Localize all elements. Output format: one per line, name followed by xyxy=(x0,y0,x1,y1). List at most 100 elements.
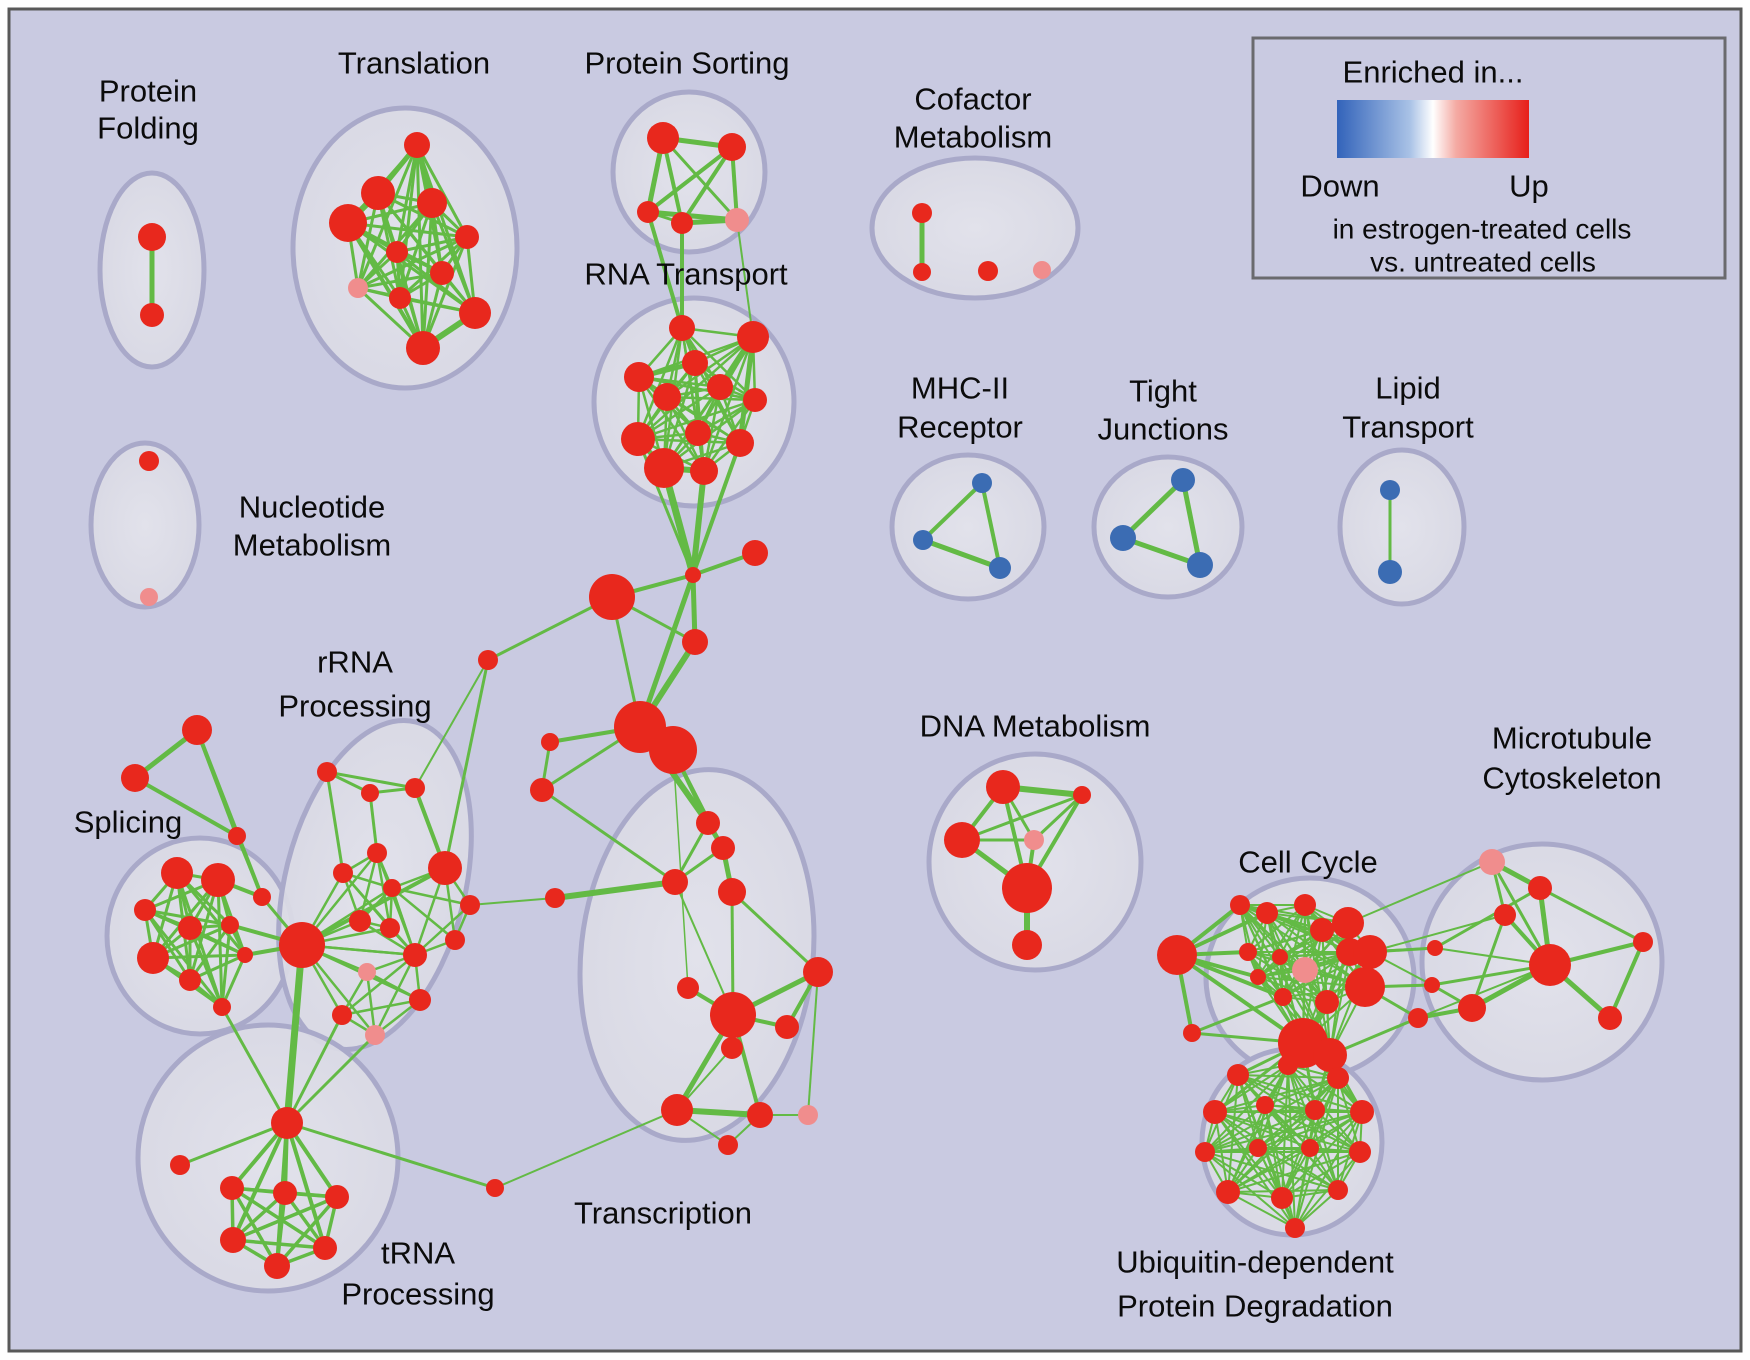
edge[interactable] xyxy=(326,770,416,790)
gene-set-node[interactable] xyxy=(1292,957,1318,983)
gene-set-node[interactable] xyxy=(1272,949,1288,965)
edge[interactable] xyxy=(921,481,984,542)
gene-set-node[interactable] xyxy=(798,1105,818,1125)
edge[interactable] xyxy=(1204,1104,1266,1153)
gene-set-node[interactable] xyxy=(685,420,711,446)
gene-set-node[interactable] xyxy=(313,1236,337,1260)
gene-set-node[interactable] xyxy=(530,778,554,802)
gene-set-node[interactable] xyxy=(271,1107,303,1139)
edge[interactable] xyxy=(1191,995,1284,1035)
gene-set-node[interactable] xyxy=(1479,849,1505,875)
gene-set-node[interactable] xyxy=(329,204,367,242)
edge[interactable] xyxy=(1257,1109,1316,1149)
gene-set-node[interactable] xyxy=(1328,1180,1348,1200)
edge[interactable] xyxy=(807,971,819,1116)
edge[interactable] xyxy=(1417,964,1551,1019)
edge[interactable] xyxy=(365,971,377,1036)
gene-set-node[interactable] xyxy=(361,176,395,210)
gene-set-node[interactable] xyxy=(460,895,480,915)
edge[interactable] xyxy=(1204,1111,1363,1153)
gene-set-node[interactable] xyxy=(459,297,491,329)
gene-set-node[interactable] xyxy=(273,1181,297,1205)
gene-set-node[interactable] xyxy=(1249,1139,1267,1157)
gene-set-node[interactable] xyxy=(545,888,565,908)
edge[interactable] xyxy=(691,442,742,576)
edge[interactable] xyxy=(1032,793,1084,842)
gene-set-node[interactable] xyxy=(1315,990,1339,1014)
edge[interactable] xyxy=(661,136,739,222)
gene-set-node[interactable] xyxy=(1528,876,1552,900)
edge[interactable] xyxy=(1227,1147,1311,1193)
gene-set-node[interactable] xyxy=(972,473,992,493)
edge[interactable] xyxy=(443,659,490,869)
gene-set-node[interactable] xyxy=(637,201,659,223)
gene-set-node[interactable] xyxy=(358,963,376,981)
edge[interactable] xyxy=(357,271,443,290)
edge[interactable] xyxy=(368,792,379,854)
edge[interactable] xyxy=(1227,1191,1296,1229)
gene-set-node[interactable] xyxy=(912,203,932,223)
edge[interactable] xyxy=(1204,1109,1316,1153)
edge[interactable] xyxy=(1239,904,1259,978)
edge[interactable] xyxy=(325,771,345,874)
gene-set-node[interactable] xyxy=(1187,552,1213,578)
gene-set-node[interactable] xyxy=(644,448,684,488)
edge[interactable] xyxy=(541,788,676,884)
gene-set-node[interactable] xyxy=(989,557,1011,579)
gene-set-node[interactable] xyxy=(1327,1067,1349,1089)
gene-set-node[interactable] xyxy=(201,863,235,897)
edge[interactable] xyxy=(414,659,489,789)
gene-set-node[interactable] xyxy=(978,261,998,281)
gene-set-node[interactable] xyxy=(661,1094,693,1126)
gene-set-node[interactable] xyxy=(1301,1139,1319,1157)
gene-set-node[interactable] xyxy=(1598,1006,1622,1030)
edge[interactable] xyxy=(494,1109,678,1189)
edge[interactable] xyxy=(356,144,419,289)
gene-set-node[interactable] xyxy=(365,1025,385,1045)
gene-set-node[interactable] xyxy=(139,451,159,471)
edge[interactable] xyxy=(1204,1151,1339,1191)
edge[interactable] xyxy=(358,852,379,922)
gene-set-node[interactable] xyxy=(417,188,447,218)
gene-set-node[interactable] xyxy=(237,947,253,963)
edge[interactable] xyxy=(421,236,469,349)
gene-set-node[interactable] xyxy=(671,212,693,234)
edge[interactable] xyxy=(373,954,417,1036)
gene-set-node[interactable] xyxy=(1310,918,1334,942)
gene-set-node[interactable] xyxy=(1353,935,1387,969)
gene-set-node[interactable] xyxy=(669,315,695,341)
gene-set-node[interactable] xyxy=(653,383,681,411)
gene-set-node[interactable] xyxy=(1216,1180,1240,1204)
gene-set-node[interactable] xyxy=(1110,525,1136,551)
edge[interactable] xyxy=(637,376,706,472)
gene-set-node[interactable] xyxy=(710,992,756,1038)
gene-set-node[interactable] xyxy=(170,1155,190,1175)
edge[interactable] xyxy=(220,1006,289,1124)
edge[interactable] xyxy=(672,749,689,989)
gene-set-node[interactable] xyxy=(1380,480,1400,500)
gene-set-node[interactable] xyxy=(1458,994,1486,1022)
edge[interactable] xyxy=(1204,1077,1339,1153)
edge[interactable] xyxy=(738,336,755,444)
gene-set-node[interactable] xyxy=(455,225,479,249)
gene-set-node[interactable] xyxy=(1350,1100,1374,1124)
edge[interactable] xyxy=(285,1033,377,1125)
gene-set-node[interactable] xyxy=(253,888,271,906)
gene-set-node[interactable] xyxy=(718,133,746,161)
gene-set-node[interactable] xyxy=(445,930,465,950)
gene-set-node[interactable] xyxy=(1256,902,1278,924)
gene-set-node[interactable] xyxy=(647,122,679,154)
gene-set-node[interactable] xyxy=(137,942,169,974)
gene-set-node[interactable] xyxy=(1294,894,1316,916)
gene-set-node[interactable] xyxy=(348,278,368,298)
gene-set-node[interactable] xyxy=(726,429,754,457)
gene-set-node[interactable] xyxy=(1305,1100,1325,1120)
gene-set-node[interactable] xyxy=(1250,969,1266,985)
gene-set-node[interactable] xyxy=(707,374,733,400)
gene-set-node[interactable] xyxy=(220,1227,246,1253)
gene-set-node[interactable] xyxy=(140,303,164,327)
gene-set-node[interactable] xyxy=(1227,1064,1249,1086)
gene-set-node[interactable] xyxy=(775,1015,799,1039)
gene-set-node[interactable] xyxy=(944,822,980,858)
edge[interactable] xyxy=(391,886,471,907)
